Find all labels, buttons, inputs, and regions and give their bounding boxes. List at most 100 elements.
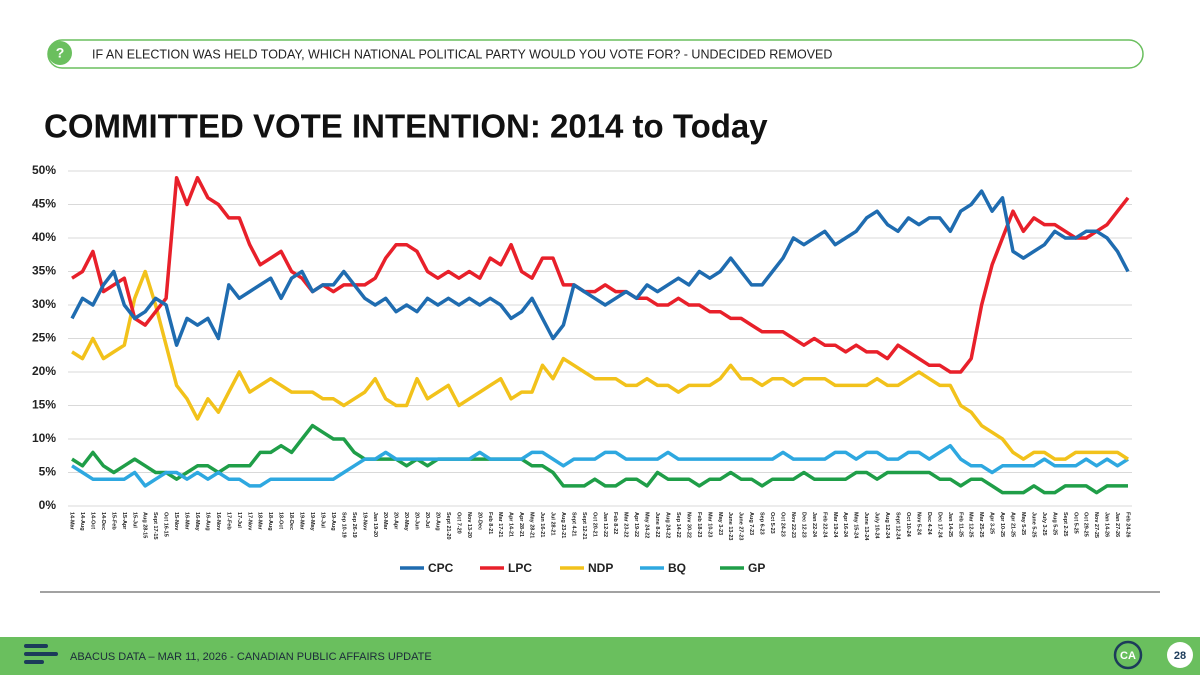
x-tick-label: 18-Oct [278,512,284,529]
y-tick-label: 20% [32,364,56,378]
x-tick-label: Dec 17-24 [936,512,942,539]
x-tick-label: 18-Aug [267,512,273,531]
x-tick-label: June 5-25 [1030,512,1036,537]
x-tick-label: 20-Apr [393,512,399,530]
x-tick-label: Jul 28-21 [549,512,555,536]
y-tick-label: 0% [39,498,57,512]
legend-label: CPC [428,561,454,575]
chart-title: COMMITTED VOTE INTENTION: 2014 to Today [44,108,768,145]
x-tick-label: Feb 8-22 [612,512,618,534]
x-tick-label: Apr 21-25 [1010,512,1016,537]
x-tick-label: 18-Dec [288,512,294,530]
x-tick-label: Aug 24-22 [665,512,671,538]
x-tick-label: May 5-25 [1020,512,1026,535]
x-tick-label: Mar 23-22 [623,512,629,537]
x-tick-label: Sep 10-19 [340,512,346,538]
footer-logo-bar [24,644,48,648]
question-pill [47,39,1144,69]
legend-label: GP [748,561,765,575]
series-line [71,269,1129,461]
x-tick-label: Sept 2-25 [1062,512,1068,536]
x-tick-label: 19-Aug [330,512,336,531]
x-tick-label: 16-Nov [215,512,221,531]
y-tick-label: 10% [32,431,56,445]
x-tick-label: Sept 21-20 [445,512,451,540]
x-tick-label: July 3-25 [1041,512,1047,536]
footer-logo-bar [24,660,44,664]
x-tick-label: Sept 12-24 [895,512,901,540]
x-tick-label: 20-Aug [434,512,440,531]
series-line [71,443,1129,488]
x-tick-label: Jan 12-22 [602,512,608,537]
x-tick-label: Sept 12-21 [581,512,587,540]
x-tick-label: Jan 27-26 [1114,512,1120,537]
x-tick-label: Apr 19-22 [633,512,639,537]
x-tick-label: 18-Mar [257,512,263,531]
page-number: 28 [1174,650,1186,662]
x-tick-label: Mar 19-24 [832,512,838,538]
x-tick-label: Mar 10-23 [706,512,712,537]
x-tick-label: Sept 17-15 [152,512,158,540]
x-tick-label: Sept 4-21 [570,512,576,536]
y-tick-label: 50% [32,163,56,177]
x-tick-label: Feb 11-25 [957,512,963,537]
x-tick-label: 20-Jul [424,512,430,528]
footer-text: ABACUS DATA – MAR 11, 2026 - CANADIAN PU… [70,651,432,663]
x-tick-label: Aug 5-25 [1051,512,1057,535]
question-icon-mark: ? [56,45,65,61]
x-tick-label: 20-Mar [382,512,388,531]
y-tick-label: 25% [32,331,56,345]
x-tick-label: Oct 16-15 [163,512,169,537]
x-tick-label: 19-Nov [361,512,367,531]
x-tick-label: 14-Mar [69,512,75,531]
x-tick-label: 19-Jul [319,512,325,528]
x-tick-label: Apr 3-25 [989,512,995,534]
x-tick-label: Sep 26-19 [351,512,357,538]
x-tick-label: Sep 14-22 [675,512,681,538]
x-tick-label: May 28-21 [529,512,535,538]
x-tick-label: Mar 17-21 [497,512,503,537]
x-tick-label: 16-May [194,512,200,532]
x-tick-label: Nov 22-23 [790,512,796,538]
x-tick-label: June 8-22 [654,512,660,537]
x-tick-label: May 3-23 [717,512,723,535]
x-tick-label: Oct 7-20 [455,512,461,534]
x-tick-label: Jan 22-24 [811,512,817,538]
y-tick-label: 45% [32,197,56,211]
x-tick-label: June 27-23 [738,512,744,540]
x-tick-label: 20-Jun [414,512,420,530]
footer-logo-text: CA [1120,650,1136,662]
y-tick-label: 35% [32,264,56,278]
x-tick-label: Apr 14-21 [508,512,514,537]
legend-label: LPC [508,561,532,575]
x-tick-label: Aug 7-23 [748,512,754,535]
legend-label: NDP [588,561,613,575]
legend-label: BQ [668,561,686,575]
x-tick-label: Feb 18-23 [696,512,702,537]
x-tick-label: 17-Jul [236,512,242,528]
y-tick-label: 40% [32,230,56,244]
x-tick-label: 14-Oct [89,512,95,529]
x-tick-label: Apr 28-21 [518,512,524,537]
x-tick-label: Oct 29-25 [1083,512,1089,537]
footer-logo [1113,640,1143,670]
x-tick-label: May 24-22 [644,512,650,538]
x-tick-label: 15-Apr [121,512,127,530]
footer-bar [0,637,1200,675]
x-tick-label: May 15-24 [853,512,859,539]
y-tick-label: 15% [32,398,56,412]
x-tick-label: 15-Jul [131,512,137,528]
question-icon [48,41,72,65]
x-tick-label: Oct 20-21 [591,512,597,537]
x-tick-label: Nov 13-20 [466,512,472,538]
x-tick-label: Oct 5-25 [1072,512,1078,534]
x-tick-label: Nov 30-22 [685,512,691,538]
x-tick-label: Jan 14-26 [1104,512,1110,537]
x-tick-label: Jun 16-21 [539,512,545,537]
x-tick-label: Feb 8-21 [487,512,493,534]
x-tick-label: 16-Mar [184,512,190,531]
x-tick-label: July 10-24 [874,512,880,540]
y-tick-label: 30% [32,297,56,311]
series-line [70,189,1130,347]
x-tick-label: Aug 28-15 [142,512,148,538]
